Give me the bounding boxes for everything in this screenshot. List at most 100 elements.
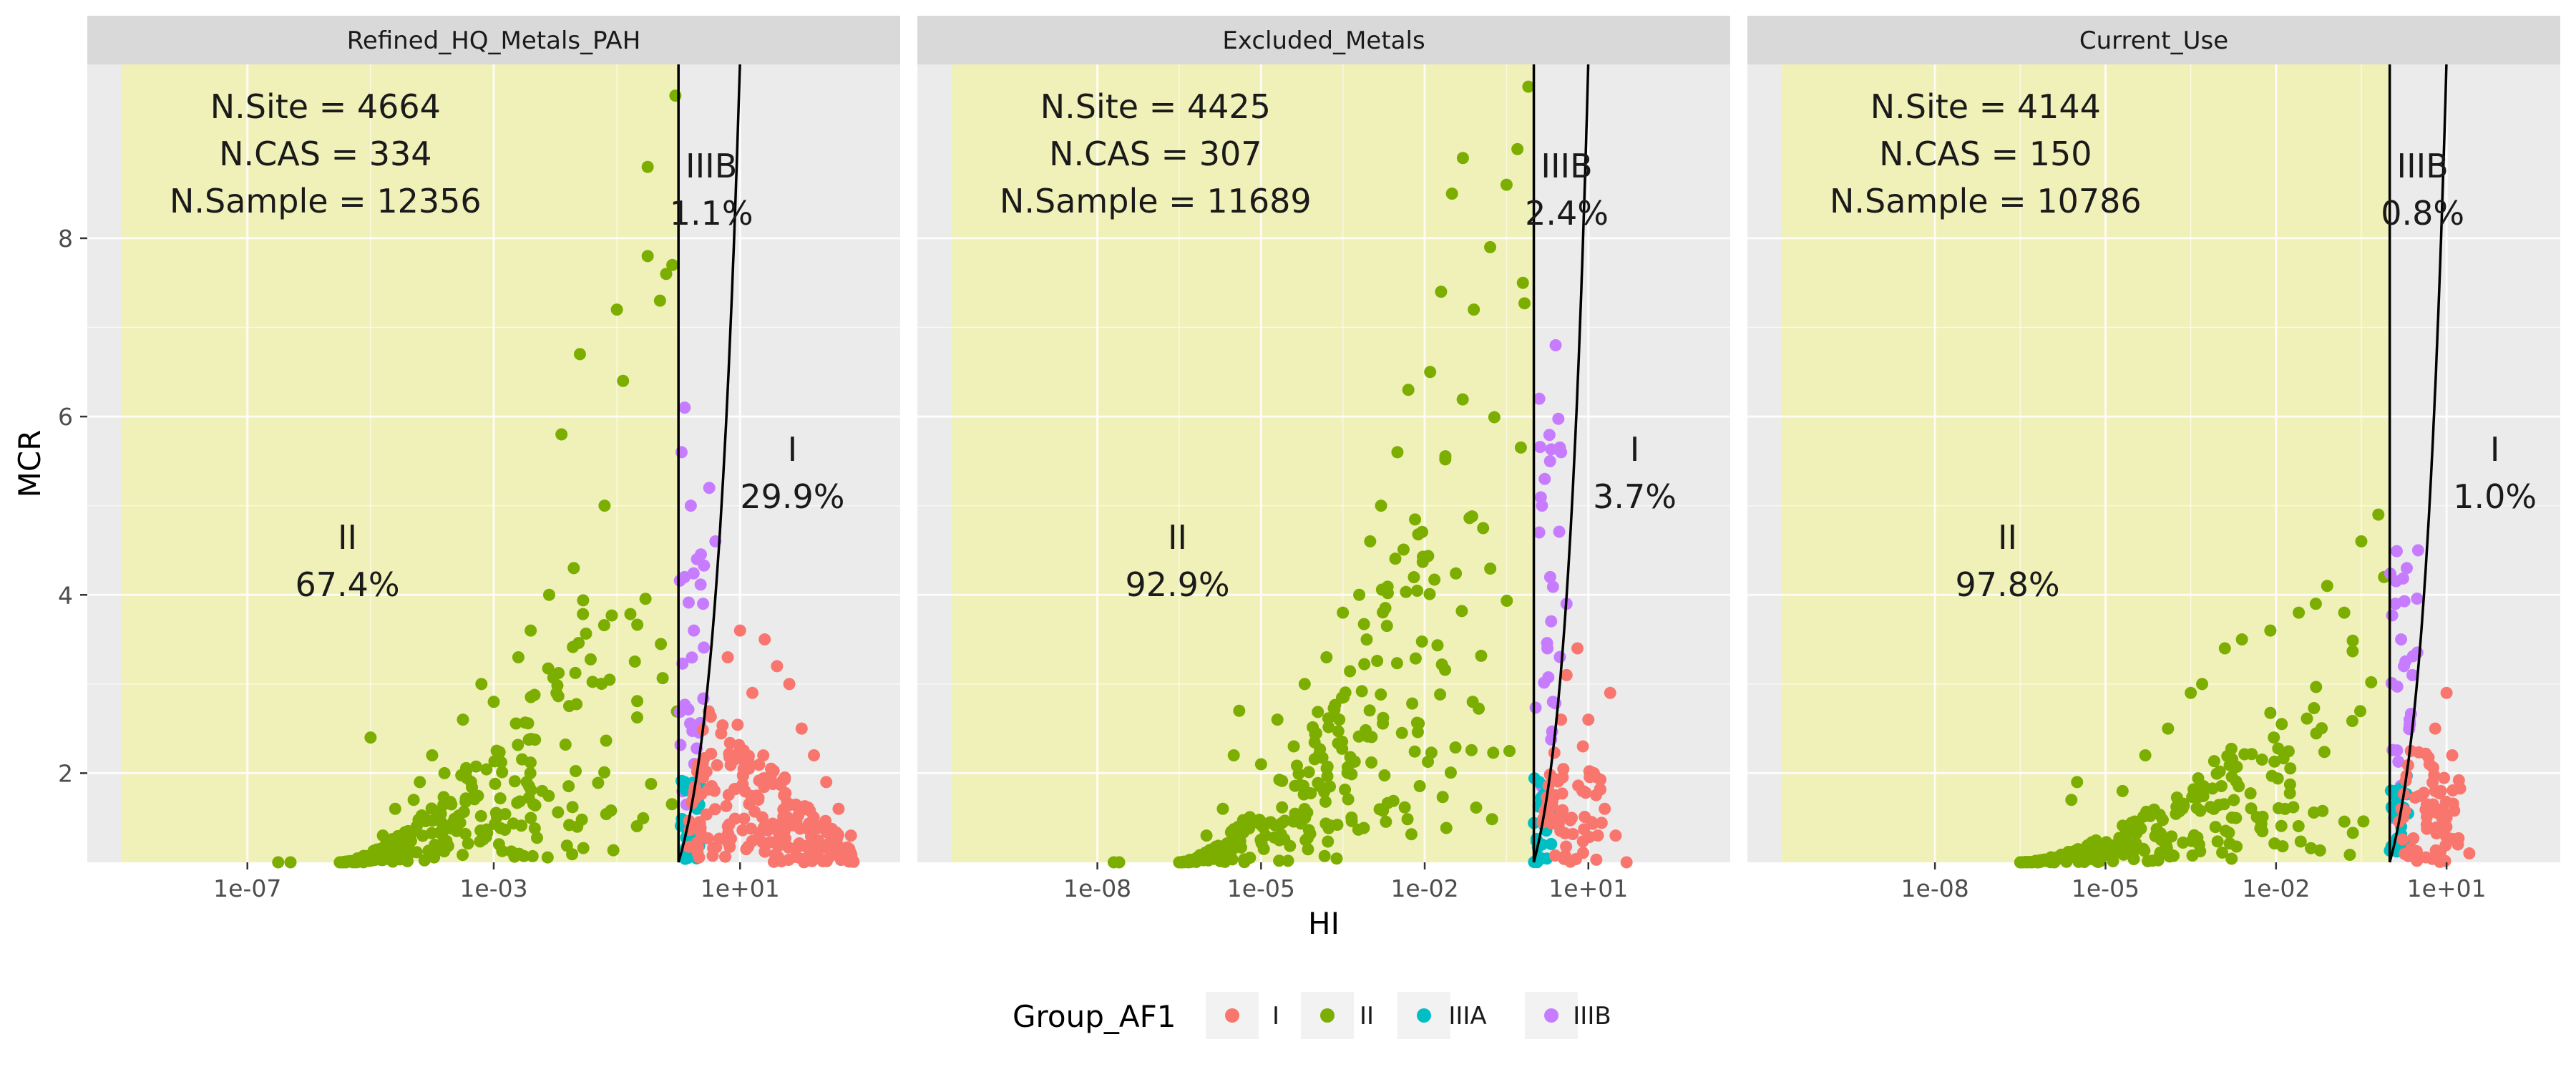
data-point-ii bbox=[1304, 787, 1317, 800]
data-point-i bbox=[737, 754, 750, 766]
data-point-iiib bbox=[678, 401, 691, 414]
data-point-ii bbox=[559, 739, 572, 751]
data-point-ii bbox=[525, 733, 537, 746]
data-point-ii bbox=[2146, 854, 2159, 867]
data-point-ii bbox=[1301, 832, 1314, 844]
data-point-i bbox=[1589, 771, 1602, 784]
data-point-i bbox=[1620, 856, 1633, 869]
data-point-ii bbox=[1375, 688, 1387, 701]
data-point-ii bbox=[474, 835, 487, 848]
data-point-iiib bbox=[2411, 592, 2424, 605]
data-point-iiib bbox=[673, 574, 686, 587]
x-tick-label: 1e-08 bbox=[1063, 874, 1131, 902]
data-point-ii bbox=[1185, 854, 1198, 867]
data-point-i bbox=[2430, 821, 2443, 834]
data-point-i bbox=[1558, 849, 1571, 862]
data-point-ii bbox=[1379, 602, 1392, 615]
data-point-ii bbox=[1444, 766, 1457, 779]
data-point-iiib bbox=[698, 559, 711, 572]
data-point-ii bbox=[2293, 606, 2306, 619]
data-point-ii bbox=[457, 849, 469, 862]
data-point-ii bbox=[1216, 802, 1229, 815]
data-point-i bbox=[2446, 749, 2459, 762]
data-point-iiib bbox=[1543, 454, 1556, 467]
data-point-ii bbox=[1341, 761, 1354, 774]
data-point-ii bbox=[1302, 843, 1314, 856]
data-point-iiib bbox=[1543, 570, 1556, 583]
data-point-ii bbox=[1424, 366, 1437, 379]
data-point-ii bbox=[1518, 297, 1531, 310]
region-label-iiib: IIIB bbox=[686, 147, 737, 185]
stat-annotation: N.Sample = 12356 bbox=[170, 182, 482, 220]
data-point-ii bbox=[2245, 802, 2258, 815]
data-point-ii bbox=[1409, 513, 1422, 526]
data-point-i bbox=[753, 759, 766, 771]
data-point-i bbox=[1604, 686, 1616, 699]
data-point-i bbox=[1558, 827, 1571, 839]
data-point-iiib bbox=[1533, 392, 1546, 405]
data-point-i bbox=[2422, 751, 2435, 764]
data-point-ii bbox=[2185, 686, 2197, 699]
data-point-iiib bbox=[1529, 701, 1542, 714]
data-point-ii bbox=[630, 820, 643, 833]
data-point-i bbox=[724, 832, 737, 845]
stat-annotation: N.Sample = 10786 bbox=[1830, 182, 2142, 220]
data-point-ii bbox=[2156, 814, 2169, 827]
data-point-ii bbox=[570, 765, 582, 778]
data-point-ii bbox=[666, 258, 679, 271]
data-point-ii bbox=[1413, 779, 1426, 792]
data-point-ii bbox=[2072, 843, 2084, 856]
data-point-ii bbox=[2294, 835, 2307, 848]
data-point-ii bbox=[1320, 650, 1333, 663]
data-point-ii bbox=[542, 588, 555, 601]
data-point-ii bbox=[1485, 813, 1498, 826]
data-point-ii bbox=[2071, 776, 2084, 789]
data-point-i bbox=[1560, 840, 1573, 853]
data-point-ii bbox=[1408, 745, 1421, 758]
data-point-ii bbox=[2116, 784, 2129, 797]
data-point-ii bbox=[508, 775, 521, 788]
data-point-ii bbox=[2019, 856, 2032, 869]
data-point-ii bbox=[1282, 854, 1294, 867]
data-point-ii bbox=[2283, 778, 2296, 791]
data-point-ii bbox=[528, 822, 541, 835]
data-point-ii bbox=[1364, 535, 1377, 548]
stat-annotation: N.CAS = 307 bbox=[1049, 135, 1262, 173]
data-point-ii bbox=[1445, 187, 1458, 200]
data-point-ii bbox=[1436, 791, 1449, 804]
data-point-i bbox=[2396, 833, 2409, 846]
data-point-ii bbox=[1450, 567, 1463, 580]
data-point-ii bbox=[2283, 786, 2296, 799]
data-point-ii bbox=[1278, 833, 1291, 846]
data-point-iiib bbox=[2401, 562, 2414, 575]
data-point-ii bbox=[1484, 562, 1497, 575]
data-point-ii bbox=[467, 790, 479, 803]
data-point-ii bbox=[2082, 839, 2095, 852]
data-point-ii bbox=[1243, 822, 1256, 834]
data-point-i bbox=[2440, 686, 2453, 699]
data-point-i bbox=[715, 727, 728, 740]
data-point-ii bbox=[1398, 801, 1411, 814]
data-point-ii bbox=[2264, 706, 2277, 719]
data-point-ii bbox=[2196, 678, 2209, 691]
data-point-ii bbox=[2223, 759, 2236, 771]
data-point-ii bbox=[2355, 535, 2368, 548]
data-point-i bbox=[1556, 811, 1568, 824]
data-point-i bbox=[795, 722, 808, 735]
data-point-iiib bbox=[1543, 429, 1556, 442]
data-point-i bbox=[771, 822, 784, 834]
data-point-ii bbox=[555, 428, 568, 441]
data-point-ii bbox=[598, 766, 611, 779]
data-point-ii bbox=[526, 849, 539, 862]
data-point-i bbox=[2412, 746, 2425, 759]
data-point-ii bbox=[528, 688, 541, 701]
x-tick-label: 1e-08 bbox=[1901, 874, 1969, 902]
data-point-ii bbox=[2256, 825, 2269, 838]
data-point-ii bbox=[2165, 830, 2178, 843]
stat-annotation: N.Sample = 11689 bbox=[1000, 182, 1312, 220]
data-point-ii bbox=[2117, 819, 2129, 832]
data-point-ii bbox=[1465, 510, 1478, 523]
data-point-ii bbox=[2223, 837, 2236, 850]
data-point-ii bbox=[1487, 746, 1500, 759]
